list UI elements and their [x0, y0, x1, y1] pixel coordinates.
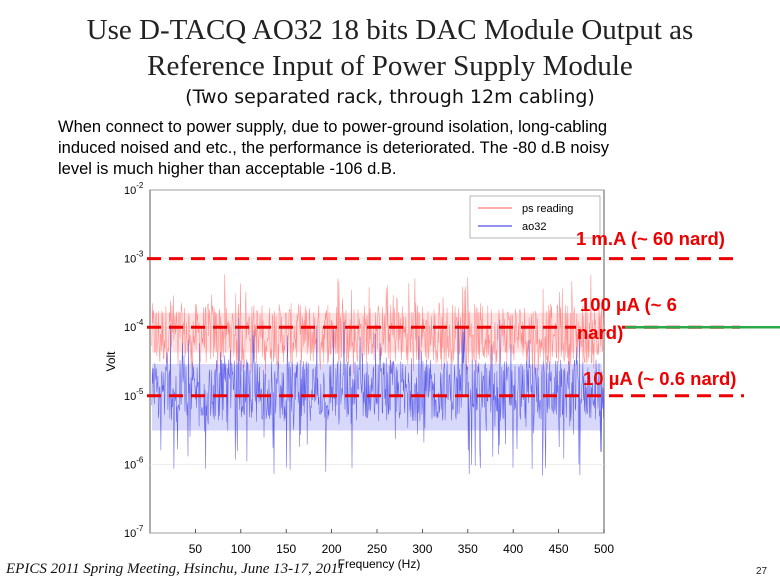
- annotation-1ma: 1 m.A (~ 60 nard): [576, 228, 725, 249]
- page-number: 27: [756, 566, 768, 577]
- x-tick-label: 50: [189, 542, 203, 556]
- slide-title-line2: Reference Input of Power Supply Module: [147, 50, 633, 82]
- y-tick-label: 10-2: [124, 181, 144, 197]
- x-tick-label: 300: [412, 542, 432, 556]
- legend-label: ps reading: [522, 203, 573, 215]
- x-axis-label: Frequency (Hz): [338, 557, 421, 571]
- annotation-100ua-line2: nard): [577, 322, 624, 343]
- threshold-lines: [147, 257, 780, 398]
- x-tick-label: 150: [276, 542, 296, 556]
- annotation-100ua-line1: 100 µA (~ 6: [580, 294, 677, 315]
- description-line: level is much higher than acceptable -10…: [58, 160, 397, 178]
- description-paragraph: When connect to power supply, due to pow…: [58, 117, 758, 180]
- description-line: induced noised and etc., the performance…: [58, 139, 609, 157]
- chart-axes: 10-2 10-3 10-4 10-5 10-6 10-7 50 100 150 200 250 30…: [104, 181, 614, 571]
- annotation-10ua: 10 µA (~ 0.6 nard): [583, 368, 737, 389]
- y-tick-label: 10-4: [124, 318, 144, 334]
- legend-box: [469, 195, 601, 239]
- x-tick-label: 350: [458, 542, 478, 556]
- plot-frame: [149, 189, 605, 534]
- x-tick-label: 450: [549, 542, 569, 556]
- y-axis-label: Volt: [104, 351, 118, 372]
- slide-title-line1: Use D-TACQ AO32 18 bits DAC Module Outpu…: [86, 14, 694, 46]
- footer-text: EPICS 2011 Spring Meeting, Hsinchu, June…: [6, 561, 345, 577]
- x-tick-label: 400: [503, 542, 523, 556]
- chart-legend: ps reading ao32: [469, 195, 601, 239]
- x-tick-label: 500: [594, 542, 614, 556]
- series-line: [151, 318, 605, 476]
- y-tick-label: 10-7: [124, 524, 144, 540]
- y-tick-label: 10-6: [124, 455, 144, 471]
- x-tick-label: 200: [322, 542, 342, 556]
- x-tick-label: 250: [367, 542, 387, 556]
- slide-subtitle: (Two separated rack, through 12m cabling…: [185, 86, 595, 108]
- y-tick-label: 10-5: [124, 387, 144, 403]
- y-tick-label: 10-3: [124, 250, 144, 266]
- series-line: [151, 274, 605, 376]
- legend-label: ao32: [522, 221, 546, 233]
- description-line: When connect to power supply, due to pow…: [58, 118, 608, 136]
- x-tick-label: 100: [231, 542, 251, 556]
